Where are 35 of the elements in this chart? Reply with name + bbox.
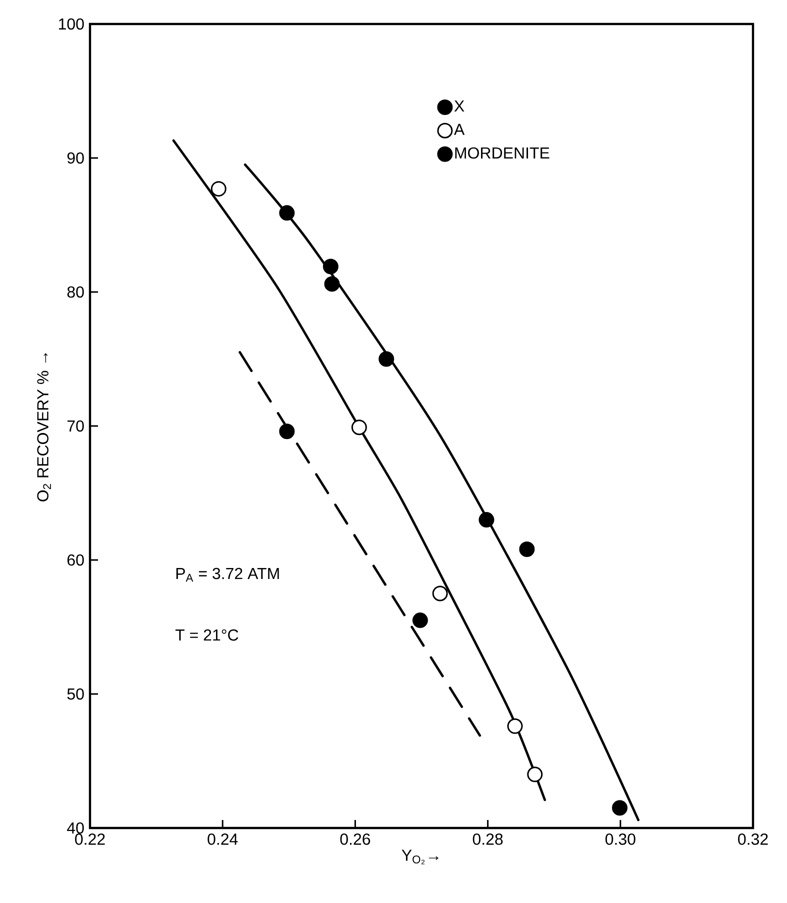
point — [279, 424, 295, 440]
point — [432, 586, 448, 602]
x-tick-label: 0.26 — [340, 834, 370, 845]
y-tick-label: 50 — [67, 688, 84, 700]
point — [378, 351, 394, 367]
point — [324, 276, 340, 292]
point — [322, 258, 338, 274]
y-tick-label: 70 — [68, 420, 84, 432]
x-tick-label: 0.28 — [472, 834, 503, 845]
point — [478, 512, 494, 528]
x-tick-label: 0.22 — [75, 834, 105, 845]
y-tick-label: 100 — [58, 18, 84, 30]
legend-label: A — [454, 124, 465, 135]
y-tick-label: 90 — [67, 152, 84, 164]
line-series — [244, 163, 640, 822]
legend-label: MORDENITE — [455, 147, 550, 159]
y-tick-label: 60 — [67, 554, 84, 566]
x-axis-title: Y$_{O₂}$→ — [402, 850, 438, 864]
x-tick-label: 0.24 — [208, 834, 238, 845]
point — [351, 420, 367, 436]
y-axis-title: O$_{2}$ RECOVERY % → — [37, 353, 51, 502]
point — [612, 800, 628, 816]
point — [279, 205, 295, 221]
annotation: P$_{A}$ = 3.72 ATM — [176, 568, 279, 582]
point — [519, 542, 535, 558]
point — [210, 181, 226, 197]
annotation: T = 21°C — [175, 629, 238, 641]
y-tick-label: 40 — [67, 822, 84, 834]
x-tick-label: 0.30 — [605, 834, 636, 845]
point — [507, 718, 523, 734]
point — [527, 766, 543, 782]
x-tick-label: 0.32 — [738, 834, 768, 845]
legend-label: X — [454, 100, 464, 112]
y-tick-label: 80 — [67, 286, 84, 298]
point — [412, 612, 428, 628]
